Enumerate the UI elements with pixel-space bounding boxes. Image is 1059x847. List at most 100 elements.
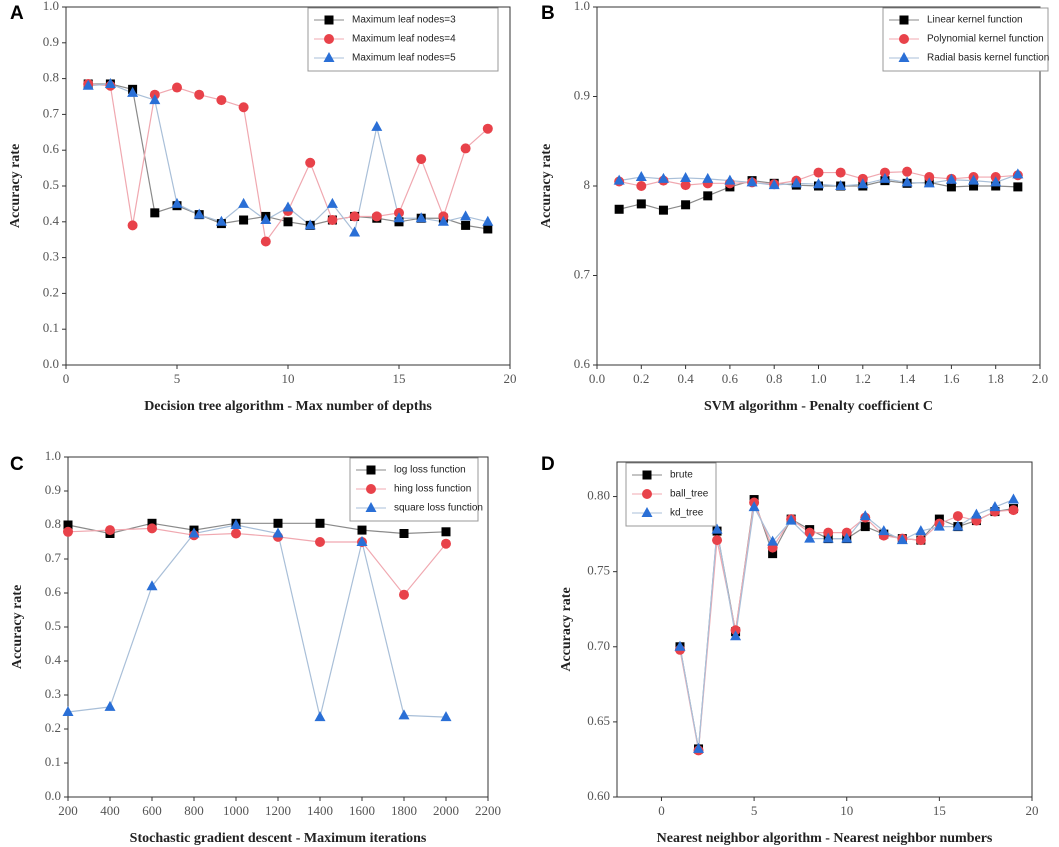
legend-label: kd_tree — [670, 508, 704, 519]
marker — [193, 208, 205, 219]
subplot: A 0.0 0.1 0.2 0.3 0.4 0.5 0.6 0.7 0.8 0.9 1.0 0 5 10 15… — [8, 0, 516, 414]
marker — [482, 215, 494, 226]
marker — [441, 538, 451, 549]
marker — [899, 34, 909, 44]
x-tick-label: 2000 — [433, 803, 459, 818]
marker — [813, 167, 824, 178]
marker — [703, 191, 713, 201]
legend: Linear kernel function Polynomial kernel … — [882, 7, 1049, 72]
marker — [657, 172, 669, 183]
marker — [924, 172, 935, 183]
x-tick-label: 0.6 — [722, 371, 739, 386]
marker — [482, 123, 493, 134]
marker — [915, 535, 926, 546]
panel-label: A — [10, 3, 24, 24]
y-tick-label: 0.5 — [45, 618, 61, 633]
marker — [231, 528, 241, 539]
x-tick-label: 0.2 — [633, 371, 649, 386]
marker — [642, 489, 652, 499]
marker — [969, 181, 979, 191]
marker — [879, 172, 891, 183]
legend: Maximum leaf nodes=3 Maximum leaf nodes=4… — [307, 7, 499, 72]
y-tick-label: 0.1 — [43, 320, 59, 335]
marker — [804, 532, 816, 543]
marker — [324, 34, 334, 44]
x-tick-label: 20 — [1026, 803, 1039, 818]
y-axis-label: Accuracy rate — [559, 587, 574, 671]
panel-label: B — [541, 3, 555, 24]
legend-label: Maximum leaf nodes=4 — [352, 34, 456, 45]
marker — [366, 465, 376, 475]
y-tick-label: 0.1 — [45, 754, 61, 769]
marker — [902, 166, 913, 177]
marker — [636, 181, 647, 191]
marker — [365, 502, 377, 512]
y-tick-label: 0.9 — [574, 87, 590, 102]
marker — [460, 210, 472, 221]
marker — [915, 525, 927, 536]
legend-label: Radial basis kernel function — [927, 53, 1049, 64]
marker — [349, 211, 360, 222]
marker — [147, 518, 157, 528]
x-tick-label: 10 — [840, 803, 853, 818]
marker — [767, 535, 779, 546]
marker — [440, 711, 452, 722]
x-tick-label: 1800 — [391, 803, 417, 818]
marker — [857, 178, 869, 189]
marker — [315, 518, 325, 528]
marker — [194, 89, 205, 100]
marker — [314, 711, 326, 722]
marker — [216, 95, 227, 106]
marker — [746, 176, 758, 187]
legend-label: hing loss function — [394, 484, 471, 495]
marker — [283, 217, 293, 227]
marker — [483, 224, 493, 234]
series-line — [67, 522, 447, 535]
y-tick-label: 8 — [584, 177, 591, 192]
marker — [416, 154, 427, 165]
x-tick-label: 0.4 — [677, 371, 694, 386]
marker — [702, 172, 714, 183]
x-tick-label: 2200 — [475, 803, 501, 818]
marker — [63, 520, 73, 530]
x-tick-label: 0.8 — [766, 371, 782, 386]
legend-label: square loss function — [394, 503, 483, 514]
marker — [1012, 168, 1024, 179]
x-tick-label: 1.0 — [810, 371, 826, 386]
x-tick-label: 1.6 — [943, 371, 960, 386]
x-tick-label: 10 — [282, 371, 295, 386]
marker — [398, 709, 410, 720]
marker — [901, 176, 913, 187]
marker — [680, 171, 692, 182]
marker — [835, 167, 846, 178]
x-tick-label: 1.8 — [988, 371, 1004, 386]
series-line — [67, 524, 447, 718]
marker — [104, 700, 116, 711]
y-tick-label: 1.0 — [45, 448, 61, 463]
x-tick-label: 2.0 — [1032, 371, 1048, 386]
marker — [105, 525, 115, 536]
marker — [104, 77, 116, 88]
marker — [399, 589, 409, 600]
marker — [1013, 182, 1023, 192]
y-tick-label: 0.8 — [45, 516, 61, 531]
marker — [437, 215, 449, 226]
y-tick-label: 0.75 — [587, 563, 610, 578]
marker — [127, 220, 138, 231]
marker — [680, 180, 691, 191]
y-tick-label: 0.2 — [43, 284, 59, 299]
x-tick-label: 5 — [174, 371, 181, 386]
x-tick-label: 0 — [658, 803, 665, 818]
x-tick-label: 1.4 — [899, 371, 916, 386]
marker — [990, 176, 1002, 187]
x-axis-label: SVM algorithm - Penalty coefficient C — [704, 399, 933, 414]
marker — [238, 102, 249, 113]
marker — [371, 211, 382, 222]
y-tick-label: 0.70 — [587, 638, 610, 653]
y-axis-label: Accuracy rate — [539, 144, 554, 228]
legend-label: Maximum leaf nodes=3 — [352, 15, 456, 26]
marker — [923, 177, 935, 188]
legend: brute ball_tree kd_tree — [625, 462, 717, 527]
marker — [215, 215, 227, 226]
marker — [641, 507, 653, 517]
